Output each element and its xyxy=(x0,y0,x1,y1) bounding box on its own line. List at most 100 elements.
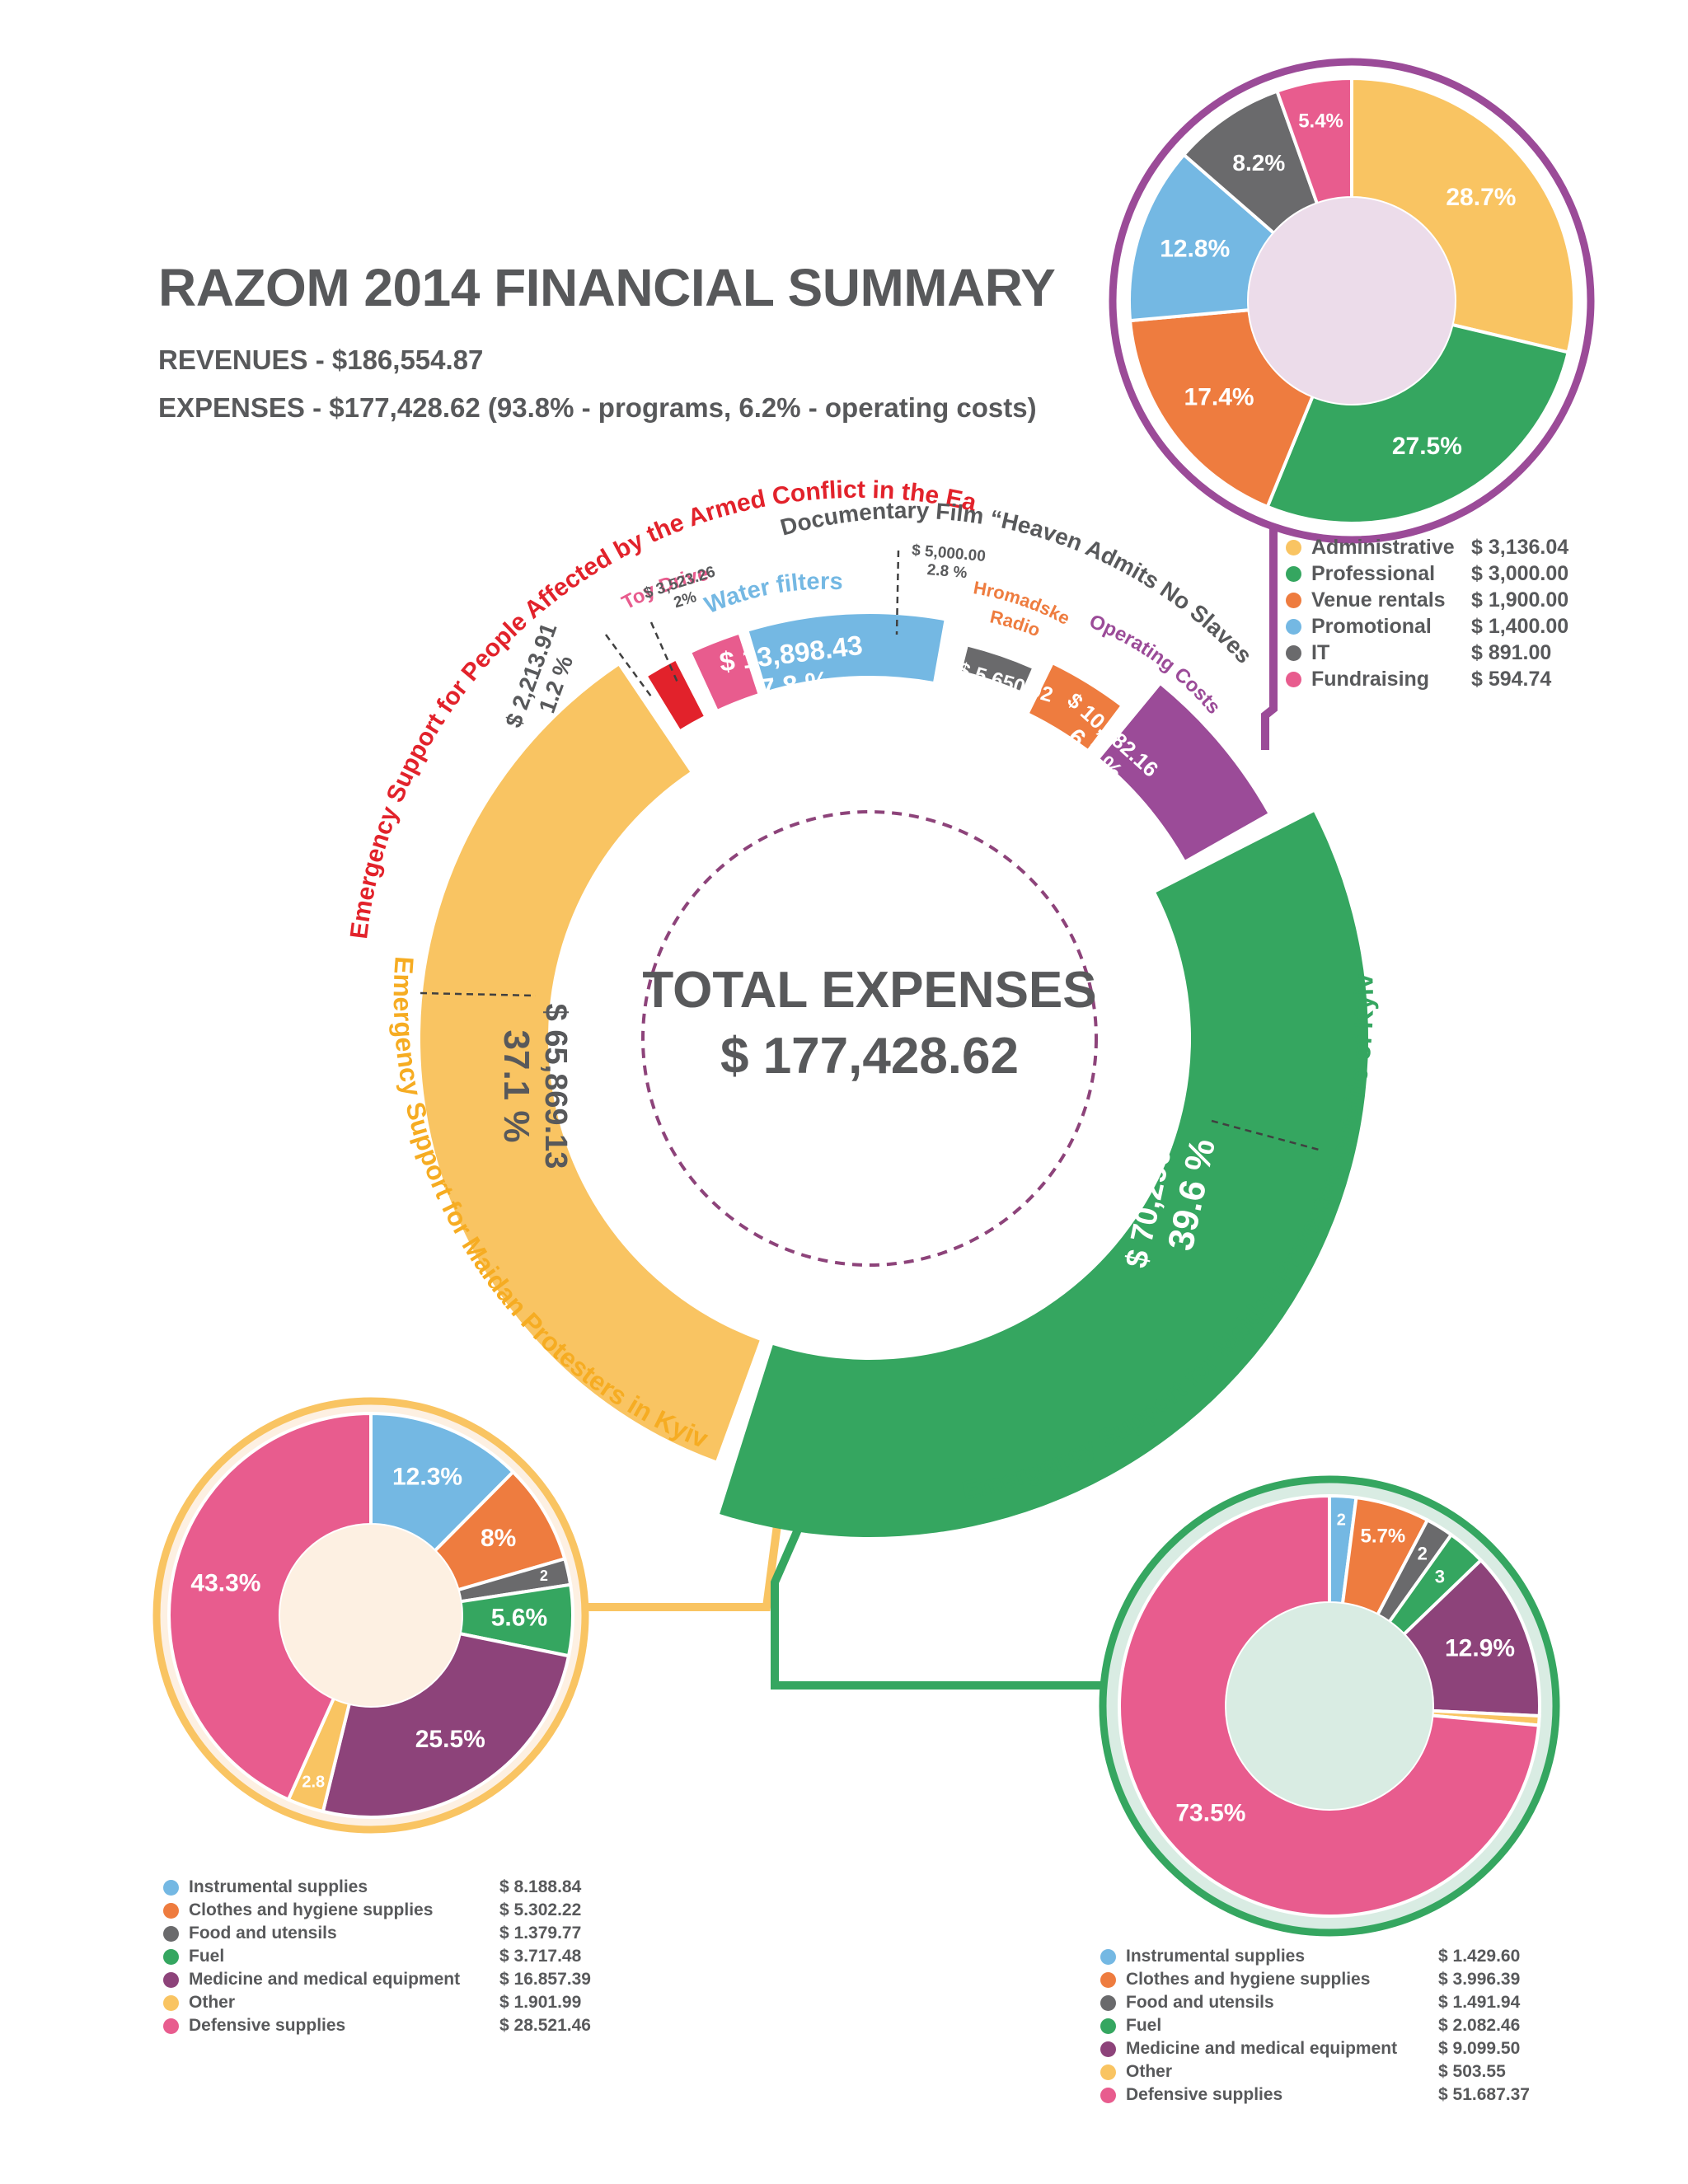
main-slice-operating-costs xyxy=(1100,685,1268,860)
main-slice-hromadske-radio xyxy=(1029,664,1120,749)
legend-dot-icon xyxy=(163,1948,179,1965)
legend-value: $ 594.74 xyxy=(1471,667,1552,691)
legend-operating-costs: Administrative $ 3,136.04 Professional $ 3,… xyxy=(1286,534,1568,692)
center-dashed-circle xyxy=(641,810,1098,1267)
pie-kyiv: 12.3% 8% 2 5.6% 25.5% 2.8 43.3% xyxy=(152,1397,589,1834)
legend-value: $ 891.00 xyxy=(1471,640,1552,664)
legend-value: $ 1,400.00 xyxy=(1471,614,1569,638)
main-slice-emergency-support-for-maidan-protesters-in-kyiv xyxy=(420,665,760,1461)
legend-dot-icon xyxy=(163,1925,179,1942)
legend-item: Fuel $ 2.082.46 xyxy=(1100,2014,1520,2037)
legend-item: Clothes and hygiene supplies $ 3.996.39 xyxy=(1100,1968,1520,1991)
center-value: $ 177,428.62 xyxy=(720,1028,1019,1085)
pie-label-other: 2.8 xyxy=(302,1774,325,1792)
pie-label-clothes-and-hygiene-supplies: 5.7% xyxy=(1360,1525,1405,1547)
legend-label: Food and utensils xyxy=(1126,1993,1274,2012)
legend-dot-icon xyxy=(1100,2018,1116,2034)
legend-label: Other xyxy=(1126,2062,1173,2081)
pie-label-fuel: 3 xyxy=(1435,1567,1445,1587)
legend-dot-icon xyxy=(163,1994,179,2011)
pie-label-defensive-supplies: 73.5% xyxy=(1175,1799,1245,1826)
pie-label-medicine-and-medical-equipment: 12.9% xyxy=(1445,1634,1515,1661)
legend-dot-icon xyxy=(1286,565,1301,582)
pie-label-administrative: 28.7% xyxy=(1446,184,1516,211)
legend-outside: Instrumental supplies $ 1.429.60 Clothes a… xyxy=(1100,1945,1530,2107)
legend-kyiv: Instrumental supplies $ 8.188.84 Clothes a… xyxy=(163,1876,591,2037)
legend-item: Venue rentals $ 1,900.00 xyxy=(1286,587,1568,613)
kyiv-slice-label: $ 65,869.13 37.1 % xyxy=(495,1004,573,1169)
legend-label: IT xyxy=(1311,640,1330,664)
film-slice-label: $ 5,000.00 2.8 % xyxy=(909,541,986,583)
pie-label-defensive-supplies: 43.3% xyxy=(190,1569,260,1596)
legend-item: Food and utensils $ 1.379.77 xyxy=(163,1922,581,1945)
pie-label-instrumental-supplies: 2 xyxy=(1337,1511,1346,1530)
east-leader xyxy=(604,634,653,697)
revenues-line: REVENUES - $186,554.87 xyxy=(158,344,484,375)
legend-label: Food and utensils xyxy=(189,1924,337,1943)
legend-item: Instrumental supplies $ 8.188.84 xyxy=(163,1876,581,1899)
legend-value: $ 3,136.04 xyxy=(1471,535,1569,559)
legend-dot-icon xyxy=(1100,2087,1116,2103)
pie-label-food-and-utensils: 2 xyxy=(540,1568,548,1584)
legend-label: Defensive supplies xyxy=(1126,2085,1283,2104)
legend-value: $ 503.55 xyxy=(1438,2062,1506,2081)
legend-dot-icon xyxy=(163,1879,179,1896)
pie-label-instrumental-supplies: 12.3% xyxy=(392,1463,462,1490)
legend-dot-icon xyxy=(1286,671,1301,687)
pie-center xyxy=(1226,1603,1432,1809)
outside-leader xyxy=(1211,1119,1320,1151)
legend-label: Other xyxy=(189,1993,236,2012)
legend-dot-icon xyxy=(1286,592,1301,608)
pie-label-medicine-and-medical-equipment: 25.5% xyxy=(415,1726,485,1753)
pie-label-professional: 27.5% xyxy=(1392,433,1462,460)
arc-title-water: Water filters xyxy=(701,569,843,620)
legend-label: Administrative xyxy=(1311,535,1455,559)
legend-label: Instrumental supplies xyxy=(1126,1947,1306,1966)
legend-value: $ 16.857.39 xyxy=(499,1970,591,1989)
legend-value: $ 3,000.00 xyxy=(1471,561,1569,585)
legend-item: Fuel $ 3.717.48 xyxy=(163,1945,581,1968)
legend-value: $ 3.717.48 xyxy=(499,1947,582,1966)
legend-value: $ 1,900.00 xyxy=(1471,588,1569,612)
legend-dot-icon xyxy=(163,1971,179,1988)
legend-value: $ 1.429.60 xyxy=(1438,1947,1521,1966)
legend-item: Administrative $ 3,136.04 xyxy=(1286,534,1568,560)
legend-label: Venue rentals xyxy=(1311,588,1446,612)
legend-dot-icon xyxy=(1286,539,1301,555)
legend-dot-icon xyxy=(1100,1948,1116,1965)
legend-item: IT $ 891.00 xyxy=(1286,640,1551,666)
legend-value: $ 28.521.46 xyxy=(499,2016,591,2035)
legend-label: Fundraising xyxy=(1311,667,1430,691)
pie-label-fundraising: 5.4% xyxy=(1298,110,1343,133)
connector-operating xyxy=(1261,478,1278,750)
pie-label-fuel: 5.6% xyxy=(491,1604,547,1631)
legend-dot-icon xyxy=(1286,618,1301,635)
legend-label: Medicine and medical equipment xyxy=(189,1970,461,1989)
legend-dot-icon xyxy=(1100,2064,1116,2080)
main-slice-documentary-film-heaven-admits-no-slaves xyxy=(962,646,1032,691)
legend-value: $ 9.099.50 xyxy=(1438,2039,1521,2058)
pie-label-promotional: 12.8% xyxy=(1160,235,1230,262)
pie-label-clothes-and-hygiene-supplies: 8% xyxy=(481,1525,516,1552)
legend-value: $ 3.996.39 xyxy=(1438,1970,1521,1989)
legend-dot-icon xyxy=(1100,2041,1116,2057)
legend-label: Clothes and hygiene supplies xyxy=(1126,1970,1371,1989)
main-slice-toy-drive xyxy=(692,635,758,710)
page-title: RAZOM 2014 FINANCIAL SUMMARY xyxy=(158,258,1056,317)
legend-dot-icon xyxy=(1100,1971,1116,1988)
main-slice-emergency-support-for-people-affected-by-the-armed-conflict-in-the-east xyxy=(648,661,704,729)
legend-dot-icon xyxy=(163,2018,179,2034)
legend-dot-icon xyxy=(163,1902,179,1919)
legend-dot-icon xyxy=(1286,644,1301,661)
legend-item: Defensive supplies $ 28.521.46 xyxy=(163,2014,591,2037)
pie-label-food-and-utensils: 2 xyxy=(1418,1544,1428,1564)
legend-item: Professional $ 3,000.00 xyxy=(1286,560,1568,587)
legend-label: Fuel xyxy=(1126,2016,1162,2035)
kyiv-percent: 37.1 % xyxy=(496,1029,537,1143)
pie-center xyxy=(280,1525,462,1706)
legend-value: $ 1.491.94 xyxy=(1438,1993,1521,2012)
expenses-line: EXPENSES - $177,428.62 (93.8% - programs… xyxy=(158,392,1037,423)
kyiv-leader xyxy=(420,991,537,997)
arc-title-film: Documentary Film “Heaven Admits No Slave… xyxy=(0,0,1257,668)
